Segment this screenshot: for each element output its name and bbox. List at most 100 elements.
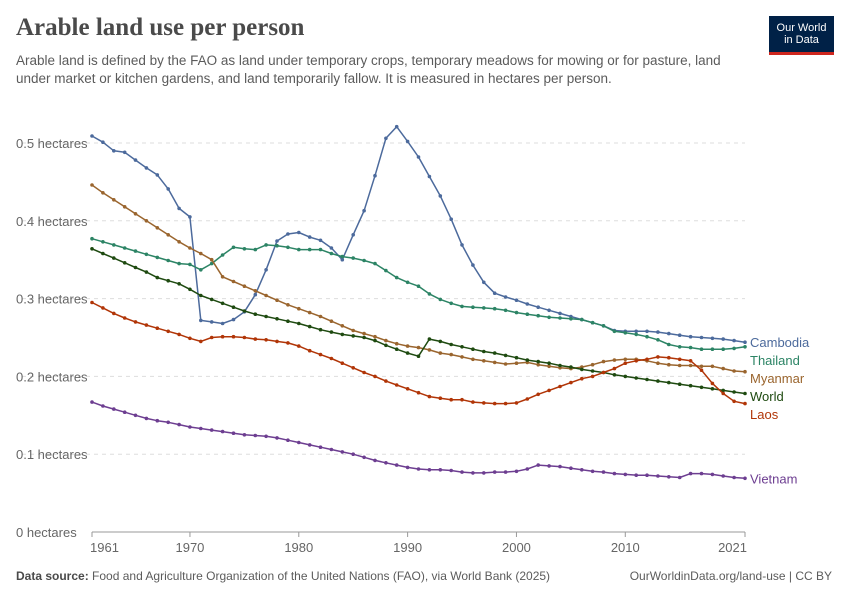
data-point[interactable] xyxy=(394,383,399,387)
data-point[interactable] xyxy=(492,291,497,296)
data-point[interactable] xyxy=(547,364,551,369)
data-point[interactable] xyxy=(710,364,715,369)
data-point[interactable] xyxy=(677,382,682,387)
data-point[interactable] xyxy=(155,275,160,280)
data-point[interactable] xyxy=(373,261,377,266)
data-point[interactable] xyxy=(645,377,649,382)
data-point[interactable] xyxy=(133,265,138,270)
data-point[interactable] xyxy=(427,174,432,179)
data-point[interactable] xyxy=(264,243,268,247)
data-point[interactable] xyxy=(112,256,116,260)
data-point[interactable] xyxy=(656,338,660,342)
data-point[interactable] xyxy=(90,236,94,241)
data-point[interactable] xyxy=(471,357,475,362)
data-point[interactable] xyxy=(101,140,105,144)
series-label-cambodia[interactable]: Cambodia xyxy=(750,335,810,350)
data-point[interactable] xyxy=(329,246,334,250)
data-point[interactable] xyxy=(253,289,258,293)
data-point[interactable] xyxy=(329,356,334,361)
series-label-thailand[interactable]: Thailand xyxy=(750,353,800,368)
data-point[interactable] xyxy=(122,205,127,209)
data-point[interactable] xyxy=(318,314,323,319)
data-point[interactable] xyxy=(122,246,127,250)
data-point[interactable] xyxy=(394,463,399,467)
data-point[interactable] xyxy=(264,314,268,319)
data-point[interactable] xyxy=(612,373,617,377)
data-point[interactable] xyxy=(503,308,508,313)
data-point[interactable] xyxy=(590,469,595,474)
data-point[interactable] xyxy=(667,380,671,385)
data-point[interactable] xyxy=(590,320,595,325)
data-point[interactable] xyxy=(155,226,160,230)
data-point[interactable] xyxy=(405,351,410,355)
data-point[interactable] xyxy=(710,347,715,352)
data-point[interactable] xyxy=(90,134,94,138)
data-point[interactable] xyxy=(122,410,127,415)
data-point[interactable] xyxy=(492,351,497,355)
data-point[interactable] xyxy=(384,136,388,141)
data-point[interactable] xyxy=(384,461,388,465)
data-point[interactable] xyxy=(710,381,715,386)
data-point[interactable] xyxy=(362,208,366,213)
data-point[interactable] xyxy=(743,401,747,406)
data-point[interactable] xyxy=(612,329,617,334)
data-point[interactable] xyxy=(144,270,149,274)
data-point[interactable] xyxy=(471,471,475,475)
data-point[interactable] xyxy=(667,355,671,360)
data-point[interactable] xyxy=(721,337,725,341)
data-point[interactable] xyxy=(558,316,562,320)
data-point[interactable] xyxy=(688,363,693,368)
data-point[interactable] xyxy=(264,293,268,298)
data-point[interactable] xyxy=(264,434,268,439)
data-point[interactable] xyxy=(677,345,682,349)
data-point[interactable] xyxy=(558,311,562,316)
data-point[interactable] xyxy=(122,150,127,155)
data-point[interactable] xyxy=(623,331,628,335)
data-point[interactable] xyxy=(373,338,377,343)
data-point[interactable] xyxy=(623,472,628,477)
data-point[interactable] xyxy=(373,374,377,379)
data-point[interactable] xyxy=(318,247,323,252)
data-point[interactable] xyxy=(144,219,149,223)
data-point[interactable] xyxy=(242,309,247,313)
data-point[interactable] xyxy=(634,332,638,337)
series-line[interactable] xyxy=(91,301,746,405)
data-point[interactable] xyxy=(329,319,334,324)
data-point[interactable] xyxy=(384,379,388,383)
data-point[interactable] xyxy=(688,359,693,363)
data-point[interactable] xyxy=(166,420,170,425)
data-point[interactable] xyxy=(710,387,715,391)
data-point[interactable] xyxy=(525,358,530,362)
data-point[interactable] xyxy=(209,257,214,262)
data-point[interactable] xyxy=(656,361,660,366)
data-point[interactable] xyxy=(416,345,421,350)
data-point[interactable] xyxy=(329,447,334,452)
data-point[interactable] xyxy=(438,297,443,302)
data-point[interactable] xyxy=(667,331,671,336)
data-point[interactable] xyxy=(688,334,693,339)
data-point[interactable] xyxy=(112,407,116,411)
data-point[interactable] xyxy=(101,306,105,310)
data-point[interactable] xyxy=(732,475,736,480)
data-point[interactable] xyxy=(405,465,410,470)
data-point[interactable] xyxy=(340,450,345,454)
data-point[interactable] xyxy=(536,392,540,397)
data-point[interactable] xyxy=(253,247,258,252)
data-point[interactable] xyxy=(101,191,105,195)
data-point[interactable] xyxy=(307,310,312,315)
data-point[interactable] xyxy=(656,474,660,478)
data-point[interactable] xyxy=(590,369,595,373)
data-point[interactable] xyxy=(699,335,704,340)
data-point[interactable] xyxy=(373,334,377,339)
data-point[interactable] xyxy=(144,166,149,170)
data-point[interactable] xyxy=(460,243,464,247)
data-point[interactable] xyxy=(166,233,170,237)
data-point[interactable] xyxy=(231,334,236,339)
data-point[interactable] xyxy=(601,324,606,328)
data-point[interactable] xyxy=(460,470,464,474)
data-point[interactable] xyxy=(264,338,268,342)
data-point[interactable] xyxy=(101,404,105,408)
data-point[interactable] xyxy=(449,468,454,473)
data-point[interactable] xyxy=(405,387,410,391)
data-point[interactable] xyxy=(209,261,214,266)
